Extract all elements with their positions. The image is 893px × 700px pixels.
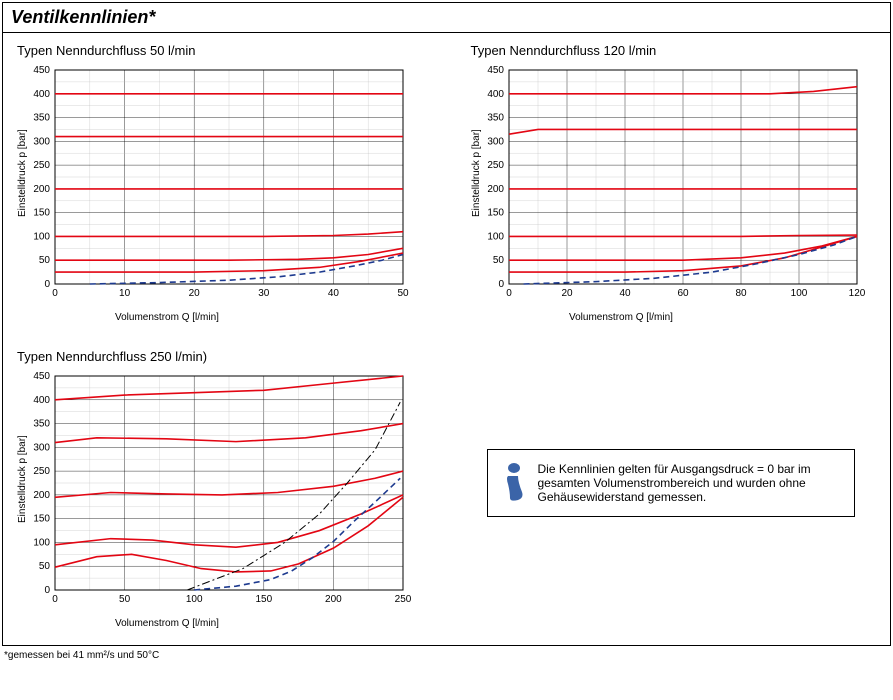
svg-text:50: 50 — [39, 561, 51, 572]
chart-250: Typen Nenndurchfluss 250 l/min) 0 50 100 15… — [13, 349, 413, 635]
svg-text:200: 200 — [33, 490, 50, 501]
chart-svg: 0 20 40 60 80 100 120 0 50 100 150 200 250 300 350 400 4… — [467, 64, 867, 324]
svg-text:50: 50 — [119, 594, 131, 605]
svg-text:250: 250 — [487, 160, 504, 171]
svg-text:Volumenstrom Q [l/min]: Volumenstrom Q [l/min] — [115, 312, 219, 323]
svg-text:250: 250 — [33, 466, 50, 477]
charts-grid: Typen Nenndurchfluss 50 l/min 0 10 20 30 40 5… — [13, 43, 880, 635]
svg-text:Einstelldruck p [bar]: Einstelldruck p [bar] — [17, 435, 28, 523]
note-text: Die Kennlinien gelten für Ausgangsdruck … — [538, 462, 840, 504]
chart-50: Typen Nenndurchfluss 50 l/min 0 10 20 30 40 5… — [13, 43, 413, 329]
note-cell: Die Kennlinien gelten für Ausgangsdruck … — [467, 349, 881, 635]
svg-text:0: 0 — [44, 279, 50, 290]
svg-text:150: 150 — [33, 208, 50, 219]
svg-text:150: 150 — [255, 594, 272, 605]
svg-text:150: 150 — [487, 208, 504, 219]
svg-text:250: 250 — [395, 594, 412, 605]
svg-text:300: 300 — [487, 136, 504, 147]
content-area: Typen Nenndurchfluss 50 l/min 0 10 20 30 40 5… — [3, 33, 890, 645]
svg-text:350: 350 — [487, 113, 504, 124]
svg-text:100: 100 — [33, 231, 50, 242]
svg-text:0: 0 — [506, 288, 512, 299]
chart-title: Typen Nenndurchfluss 50 l/min — [17, 43, 413, 58]
svg-text:Volumenstrom Q [l/min]: Volumenstrom Q [l/min] — [569, 312, 673, 323]
svg-text:120: 120 — [848, 288, 865, 299]
svg-text:150: 150 — [33, 514, 50, 525]
svg-text:100: 100 — [33, 537, 50, 548]
svg-text:250: 250 — [33, 160, 50, 171]
footnote: *gemessen bei 41 mm²/s und 50°C — [4, 650, 893, 661]
svg-text:100: 100 — [790, 288, 807, 299]
svg-text:0: 0 — [44, 585, 50, 596]
chart-120: Typen Nenndurchfluss 120 l/min 0 20 40 60 80… — [467, 43, 867, 329]
info-icon — [500, 462, 528, 502]
svg-text:100: 100 — [186, 594, 203, 605]
svg-text:40: 40 — [619, 288, 631, 299]
svg-text:200: 200 — [325, 594, 342, 605]
chart-svg: 0 10 20 30 40 50 0 50 100 150 200 250 300 350 400 450 Vo… — [13, 64, 413, 324]
svg-text:0: 0 — [52, 594, 58, 605]
svg-text:50: 50 — [397, 288, 409, 299]
svg-text:0: 0 — [52, 288, 58, 299]
svg-text:450: 450 — [33, 65, 50, 76]
svg-text:450: 450 — [487, 65, 504, 76]
svg-text:450: 450 — [33, 371, 50, 382]
svg-text:50: 50 — [492, 255, 504, 266]
svg-text:350: 350 — [33, 113, 50, 124]
svg-text:40: 40 — [328, 288, 340, 299]
svg-text:300: 300 — [33, 136, 50, 147]
svg-text:Volumenstrom Q [l/min]: Volumenstrom Q [l/min] — [115, 618, 219, 629]
svg-text:60: 60 — [677, 288, 689, 299]
svg-text:200: 200 — [487, 184, 504, 195]
svg-text:30: 30 — [258, 288, 270, 299]
document-frame: Ventilkennlinien* Typen Nenndurchfluss 5… — [2, 2, 891, 646]
svg-text:100: 100 — [487, 231, 504, 242]
svg-text:20: 20 — [189, 288, 201, 299]
chart-svg: 0 50 100 150 200 250 0 50 100 150 200 250 300 350 400 4… — [13, 370, 413, 630]
chart-title: Typen Nenndurchfluss 250 l/min) — [17, 349, 413, 364]
svg-text:400: 400 — [487, 89, 504, 100]
svg-text:200: 200 — [33, 184, 50, 195]
svg-text:350: 350 — [33, 419, 50, 430]
svg-text:Einstelldruck p [bar]: Einstelldruck p [bar] — [471, 129, 482, 217]
svg-text:400: 400 — [33, 395, 50, 406]
svg-text:20: 20 — [561, 288, 573, 299]
svg-text:400: 400 — [33, 89, 50, 100]
svg-text:10: 10 — [119, 288, 131, 299]
chart-title: Typen Nenndurchfluss 120 l/min — [471, 43, 867, 58]
svg-text:Einstelldruck p [bar]: Einstelldruck p [bar] — [17, 129, 28, 217]
svg-text:80: 80 — [735, 288, 747, 299]
svg-text:50: 50 — [39, 255, 51, 266]
svg-text:0: 0 — [498, 279, 504, 290]
page-title: Ventilkennlinien* — [3, 3, 890, 33]
note-box: Die Kennlinien gelten für Ausgangsdruck … — [487, 449, 855, 517]
svg-text:300: 300 — [33, 442, 50, 453]
